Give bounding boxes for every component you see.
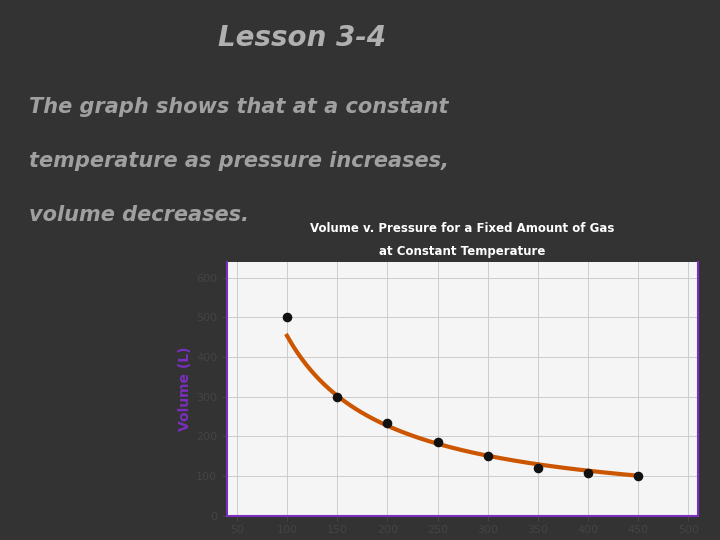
Point xyxy=(482,452,493,461)
Point xyxy=(331,393,343,401)
Point xyxy=(432,438,444,447)
Text: The graph shows that at a constant: The graph shows that at a constant xyxy=(29,97,449,117)
Text: Volume v. Pressure for a Fixed Amount of Gas: Volume v. Pressure for a Fixed Amount of… xyxy=(310,222,615,235)
Text: at Constant Temperature: at Constant Temperature xyxy=(379,245,546,258)
Point xyxy=(382,418,393,427)
Point xyxy=(632,472,644,481)
Y-axis label: Volume (L): Volume (L) xyxy=(178,347,192,431)
Text: volume decreases.: volume decreases. xyxy=(29,205,248,225)
Text: Lesson 3-4: Lesson 3-4 xyxy=(218,24,387,52)
Point xyxy=(582,469,594,477)
Point xyxy=(532,464,544,472)
Text: temperature as pressure increases,: temperature as pressure increases, xyxy=(29,151,449,171)
Point xyxy=(282,313,293,322)
